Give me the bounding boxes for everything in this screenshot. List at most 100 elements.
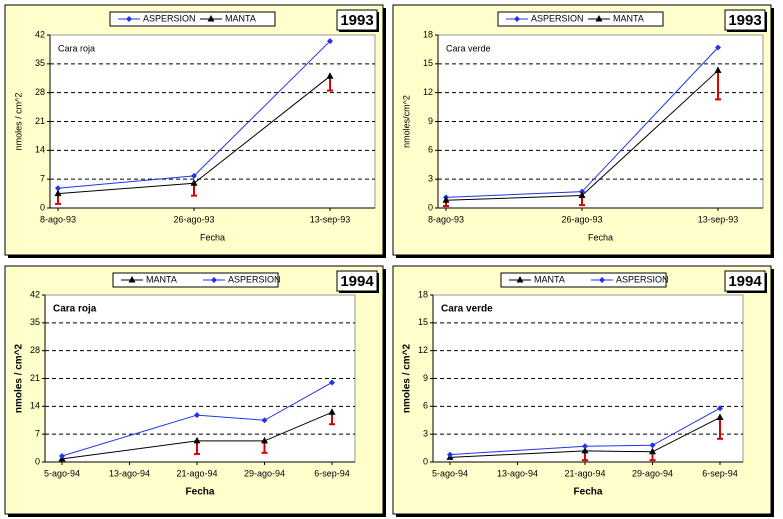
x-axis-label: Fecha	[574, 487, 603, 498]
annotation: Cara verde	[441, 304, 493, 315]
chart-panel: 0 3 6 9 12 15 18 5-ago-94 13-ago-94 21-ago-94 29-a…	[392, 265, 774, 517]
marker	[447, 451, 453, 458]
legend-label: ASPERSION	[616, 274, 669, 284]
y-tick-label: 14	[35, 145, 45, 155]
year-box	[336, 9, 378, 31]
legend-label: MANTA	[225, 13, 256, 23]
x-tick-label: 26-ago-93	[173, 214, 214, 224]
y-tick-label: 0	[423, 456, 428, 466]
y-tick-label: 0	[35, 456, 40, 466]
marker	[329, 379, 335, 386]
marker	[581, 446, 589, 454]
y-tick-label: 21	[35, 116, 45, 126]
x-axis-label: Fecha	[200, 232, 225, 242]
marker	[514, 16, 520, 22]
marker	[126, 16, 132, 22]
y-axis-label: nmoles / cm^2	[402, 343, 413, 413]
annotation: Cara roja	[53, 304, 97, 315]
y-tick-label: 6	[423, 401, 428, 411]
x-tick-label: 13-ago-94	[497, 468, 538, 478]
marker	[191, 172, 197, 179]
x-tick-label: 26-ago-93	[561, 214, 602, 224]
y-tick-label: 18	[423, 29, 433, 39]
marker	[128, 276, 136, 283]
legend-label: MANTA	[534, 274, 565, 284]
x-tick-label: 13-sep-93	[310, 214, 351, 224]
year-label: 1994	[728, 273, 762, 290]
y-tick-label: 12	[418, 345, 428, 355]
year-box	[724, 9, 766, 31]
y-tick-label: 14	[30, 401, 40, 411]
marker	[59, 453, 65, 460]
y-tick-label: 15	[418, 317, 428, 327]
marker	[328, 408, 336, 415]
marker	[716, 413, 724, 420]
year-label: 1994	[340, 273, 374, 290]
y-tick-label: 28	[30, 345, 40, 355]
x-tick-label: 29-ago-94	[244, 468, 285, 478]
y-tick-label: 0	[428, 202, 433, 212]
y-tick-label: 0	[40, 202, 45, 212]
marker	[54, 189, 62, 197]
x-tick-label: 21-ago-94	[564, 468, 605, 478]
marker	[582, 443, 588, 450]
legend-box	[112, 272, 279, 288]
year-label: 1993	[728, 12, 761, 29]
y-tick-label: 12	[423, 87, 433, 97]
y-tick-label: 7	[35, 429, 40, 439]
legend-box	[500, 272, 667, 288]
chart-panel: 0 7 14 21 28 35 42 5-ago-94 13-ago-94 21-ago-94 29…	[4, 265, 386, 517]
marker	[261, 417, 268, 424]
x-tick-label: 5-ago-94	[44, 468, 80, 478]
marker	[193, 436, 201, 444]
marker	[190, 179, 198, 186]
marker	[714, 66, 722, 74]
y-tick-label: 28	[35, 87, 45, 97]
annotation: Cara verde	[446, 43, 491, 53]
marker	[595, 15, 603, 22]
year-label: 1993	[340, 12, 373, 29]
legend-label: ASPERSION	[531, 13, 584, 23]
x-tick-label: 8-ago-93	[428, 214, 464, 224]
legend-box	[109, 11, 276, 27]
marker	[207, 15, 215, 22]
year-box	[336, 270, 378, 292]
series-line	[449, 417, 721, 458]
year-box	[724, 270, 766, 292]
annotation: Cara roja	[58, 43, 95, 53]
y-tick-label: 42	[30, 289, 40, 299]
marker	[194, 412, 200, 419]
x-tick-label: 6-sep-94	[314, 468, 350, 478]
x-tick-label: 21-ago-94	[176, 468, 217, 478]
y-tick-label: 21	[30, 373, 40, 383]
y-tick-label: 3	[423, 429, 428, 439]
x-tick-label: 5-ago-94	[432, 468, 468, 478]
legend-label: ASPERSION	[143, 13, 196, 23]
y-tick-label: 42	[35, 29, 45, 39]
x-tick-label: 29-ago-94	[632, 468, 673, 478]
marker	[649, 442, 656, 449]
marker	[261, 436, 268, 444]
marker	[327, 38, 333, 45]
y-axis-label: nmoles / cm^2	[14, 343, 25, 413]
legend-box	[497, 11, 664, 27]
x-axis-label: Fecha	[186, 487, 215, 498]
y-tick-label: 9	[428, 116, 433, 126]
marker	[442, 196, 450, 203]
series-line	[61, 382, 333, 457]
marker	[516, 276, 524, 283]
marker	[326, 72, 334, 79]
y-axis-label: nmoles/cm^2	[401, 95, 411, 148]
marker	[715, 44, 721, 51]
marker	[55, 185, 61, 192]
chart-panel: 0 3 6 9 12 15 18 8-ago-93 26-ago-93 13-sep-93 Fech…	[392, 4, 774, 258]
series-line	[61, 411, 333, 460]
marker	[717, 405, 723, 412]
y-tick-label: 3	[428, 174, 433, 184]
marker	[211, 277, 217, 283]
y-tick-label: 35	[30, 317, 40, 327]
x-tick-label: 8-ago-93	[40, 214, 76, 224]
y-tick-label: 7	[40, 174, 45, 184]
y-tick-label: 9	[423, 373, 428, 383]
